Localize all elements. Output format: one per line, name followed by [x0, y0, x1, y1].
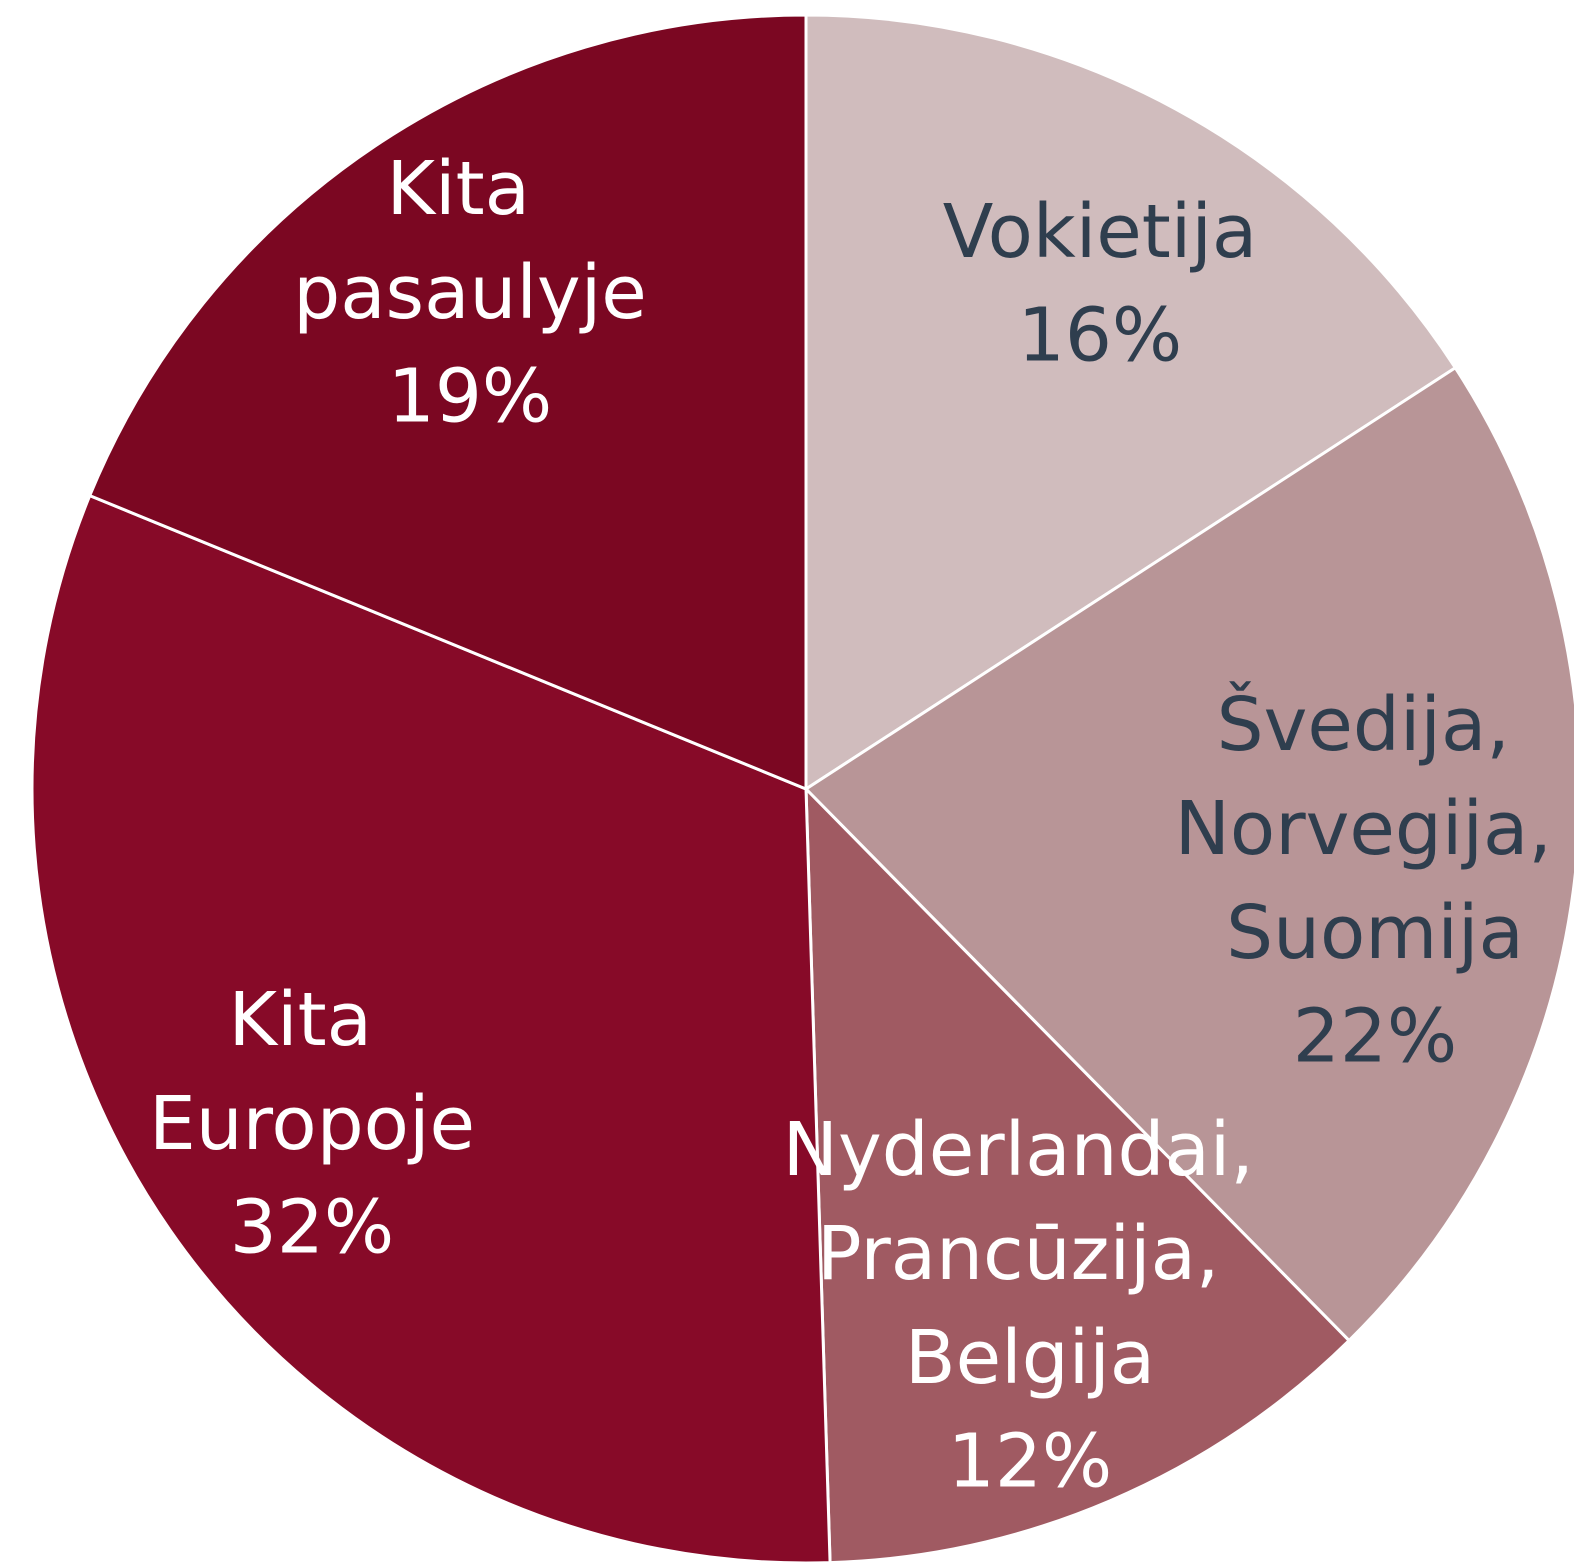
slice-value-label: 12%	[948, 1419, 1112, 1505]
slice-label-line: Belgija	[905, 1315, 1155, 1401]
pie-slice	[30, 493, 832, 1565]
slice-value-label: 19%	[388, 354, 552, 440]
slice-label-line: pasaulyje	[293, 250, 647, 336]
slice-label-line: Norvegija,	[1175, 786, 1574, 872]
slice-label-line: Nyderlandai,	[783, 1107, 1278, 1193]
slice-value-label: 22%	[1293, 994, 1457, 1080]
pie-slice	[87, 13, 808, 792]
slice-label-line: Kita	[387, 146, 554, 232]
slice-label-line: Vokietija	[943, 189, 1258, 275]
slice-label-line: Europoje	[149, 1081, 475, 1167]
slice-label: Kita Europoje	[149, 977, 475, 1167]
slice-label: Nyderlandai, Prancūzija, Belgija	[783, 1107, 1278, 1401]
slice-label: Švedija, Norvegija, Suomija	[1175, 680, 1574, 976]
pie-slice	[803, 365, 1574, 1343]
slice-label: Kita pasaulyje	[293, 146, 647, 336]
pie-slice	[804, 13, 1458, 792]
slice-value-label: 32%	[230, 1185, 394, 1271]
slice-label-line: Suomija	[1226, 890, 1524, 976]
pie-slice	[804, 785, 1352, 1565]
slice-label-line: Švedija,	[1217, 680, 1534, 768]
slice-label-line: Prancūzija,	[817, 1211, 1243, 1297]
slice-value-label: 16%	[1018, 293, 1182, 379]
slice-label-line: Kita	[229, 977, 396, 1063]
slice-label: Vokietija	[943, 189, 1258, 275]
